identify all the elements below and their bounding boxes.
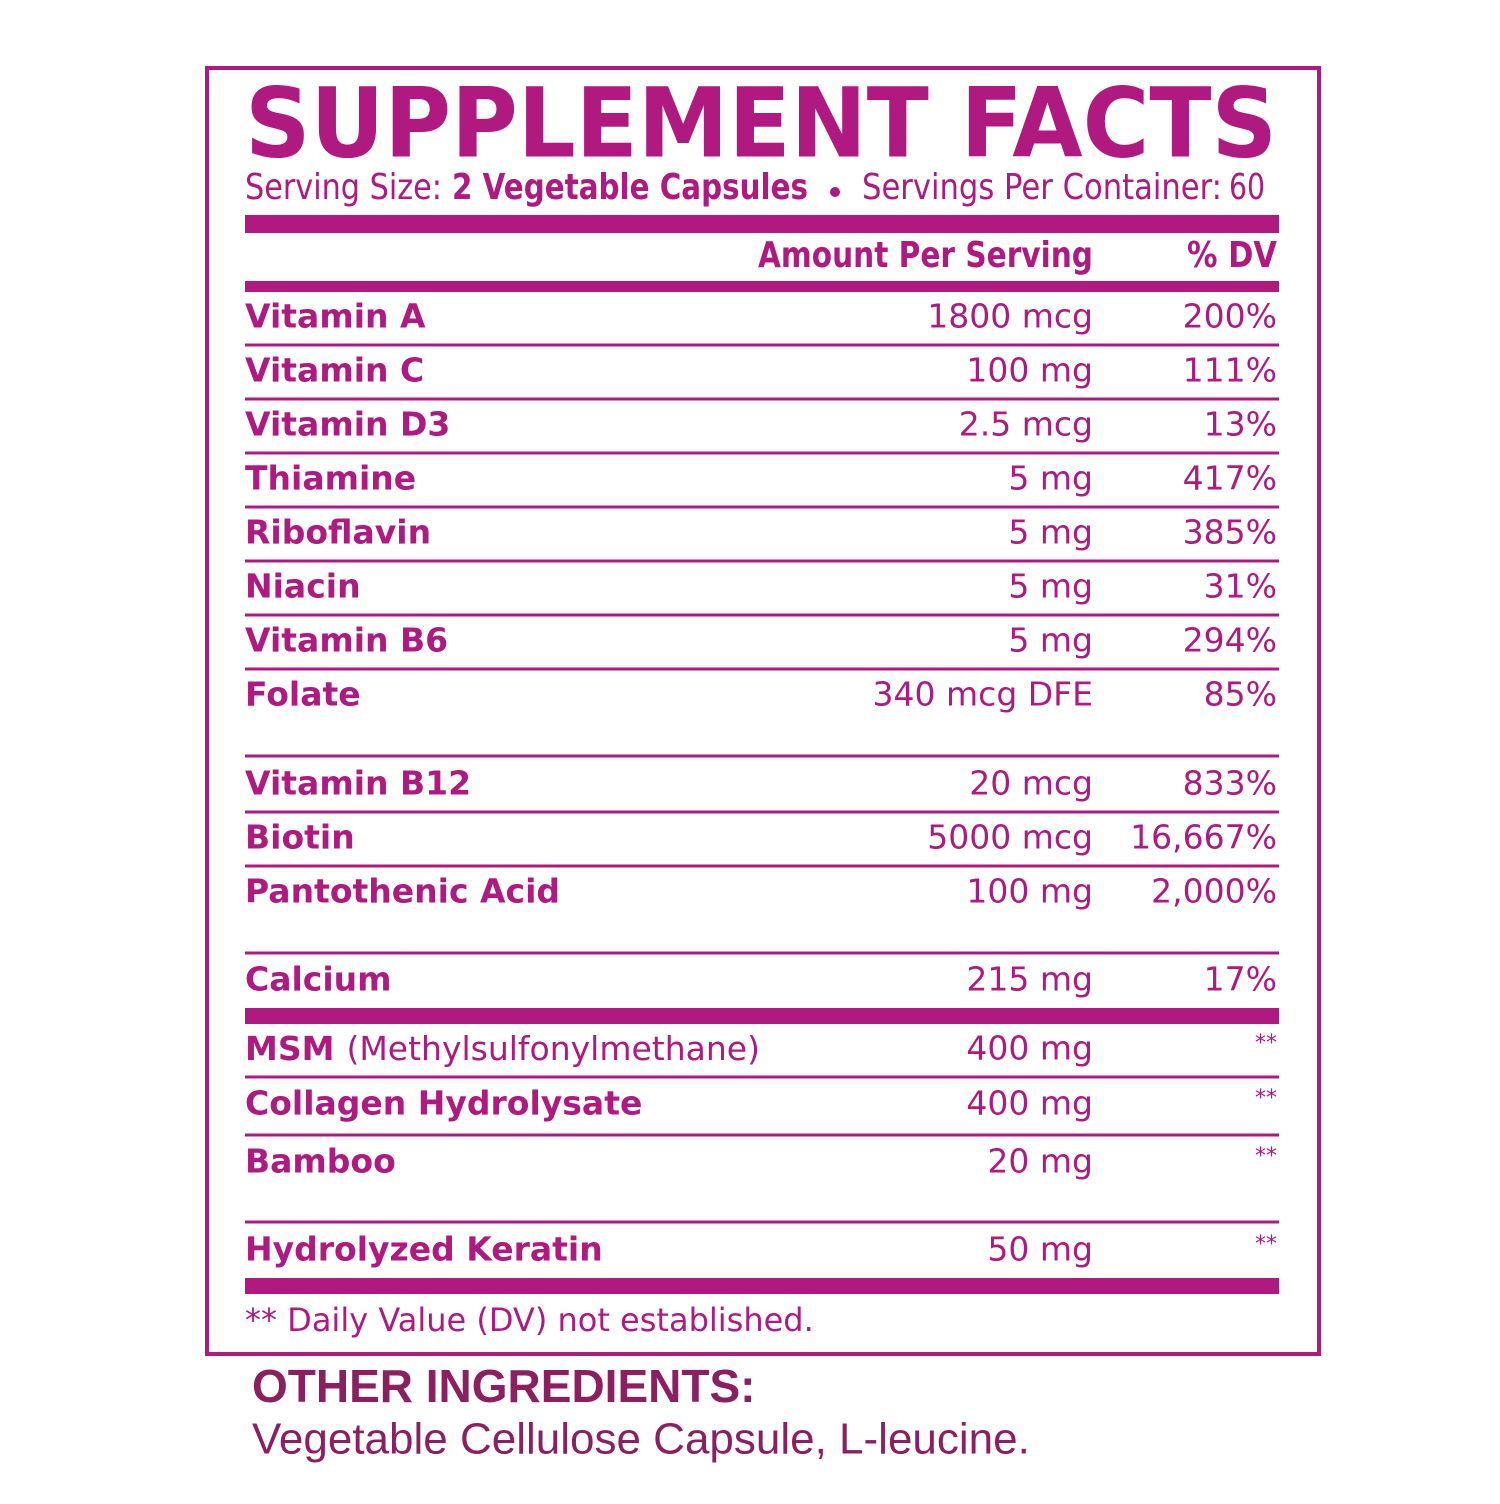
row-name: Biotin	[245, 818, 355, 857]
row-amount: 20 mg	[987, 1142, 1093, 1181]
row-rule	[245, 397, 1279, 401]
row-dv: 17%	[1204, 960, 1277, 999]
row-dv: **	[1255, 1086, 1277, 1111]
servings-container: 60	[1229, 167, 1265, 208]
row-rule	[245, 1133, 1279, 1137]
row-name: Bamboo	[245, 1142, 396, 1181]
row-amount: 5 mg	[1008, 621, 1093, 660]
row-dv: 85%	[1204, 675, 1277, 714]
row-dv: 417%	[1183, 459, 1277, 498]
row-rule	[245, 559, 1279, 563]
row-name: Vitamin B6	[245, 621, 448, 660]
row-name: Calcium	[245, 960, 392, 999]
title: SUPPLEMENT FACTS	[245, 67, 1277, 179]
thick-rule	[245, 1278, 1279, 1294]
bullet	[830, 187, 840, 197]
thick-rule	[245, 215, 1279, 233]
serving-size: 2 Vegetable Capsules	[452, 167, 808, 208]
row-amount: 5000 mcg	[927, 818, 1093, 857]
row-dv: **	[1255, 1232, 1277, 1257]
row-amount: 100 mg	[966, 351, 1093, 390]
row-name: MSM (Methylsulfonylmethane)	[245, 1029, 760, 1068]
row-dv: **	[1255, 1031, 1277, 1056]
row-name: Pantothenic Acid	[245, 872, 560, 911]
row-rule	[245, 1075, 1279, 1079]
row-rule	[245, 667, 1279, 671]
row-name: Vitamin D3	[245, 405, 450, 444]
other-ingredients-text: Vegetable Cellulose Capsule, L-leucine.	[252, 1415, 1030, 1464]
thick-rule	[245, 1008, 1279, 1024]
row-rule	[245, 951, 1279, 955]
row-name: Niacin	[245, 567, 361, 606]
row-name: Folate	[245, 675, 361, 714]
row-name: Vitamin C	[245, 351, 424, 390]
row-amount: 1800 mcg	[927, 297, 1093, 336]
row-name: Vitamin B12	[245, 764, 471, 803]
row-dv: 294%	[1183, 621, 1277, 660]
row-name: Hydrolyzed Keratin	[245, 1230, 603, 1269]
row-amount: 400 mg	[966, 1084, 1093, 1123]
row-rule	[245, 754, 1279, 758]
row-rule	[245, 343, 1279, 347]
row-amount: 400 mg	[966, 1029, 1093, 1068]
row-rule	[245, 1220, 1279, 1224]
row-rule	[245, 451, 1279, 455]
row-amount: 100 mg	[966, 872, 1093, 911]
row-dv: 111%	[1183, 351, 1277, 390]
row-amount: 215 mg	[966, 960, 1093, 999]
row-dv: 833%	[1183, 764, 1277, 803]
label-border	[205, 66, 1321, 1356]
row-amount: 20 mcg	[969, 764, 1093, 803]
footnote: ** Daily Value (DV) not established.	[245, 1301, 814, 1339]
row-name-note: (Methylsulfonylmethane)	[346, 1029, 760, 1068]
row-rule	[245, 613, 1279, 617]
row-name: Riboflavin	[245, 513, 431, 552]
row-dv: 385%	[1183, 513, 1277, 552]
row-dv: **	[1255, 1144, 1277, 1169]
serving-size-label: Serving Size:	[245, 167, 442, 208]
row-dv: 16,667%	[1130, 818, 1277, 857]
header-dv: % DV	[1187, 235, 1277, 276]
other-ingredients-title: OTHER INGREDIENTS:	[252, 1360, 755, 1412]
row-amount: 5 mg	[1008, 513, 1093, 552]
header-amount: Amount Per Serving	[758, 235, 1093, 276]
row-dv: 31%	[1204, 567, 1277, 606]
row-amount: 50 mg	[987, 1230, 1093, 1269]
row-name-bold: MSM	[245, 1029, 334, 1068]
row-name: Vitamin A	[245, 297, 426, 336]
row-amount: 5 mg	[1008, 567, 1093, 606]
servings-container-label: Servings Per Container:	[862, 167, 1222, 208]
row-amount: 2.5 mcg	[959, 405, 1093, 444]
row-amount: 5 mg	[1008, 459, 1093, 498]
medium-rule	[245, 281, 1279, 292]
row-dv: 2,000%	[1151, 872, 1277, 911]
row-dv: 200%	[1183, 297, 1277, 336]
row-rule	[245, 505, 1279, 509]
row-name: Thiamine	[245, 459, 416, 498]
row-amount: 340 mcg DFE	[873, 675, 1093, 714]
row-dv: 13%	[1204, 405, 1277, 444]
row-rule	[245, 810, 1279, 814]
row-rule	[245, 864, 1279, 868]
row-name: Collagen Hydrolysate	[245, 1084, 642, 1123]
